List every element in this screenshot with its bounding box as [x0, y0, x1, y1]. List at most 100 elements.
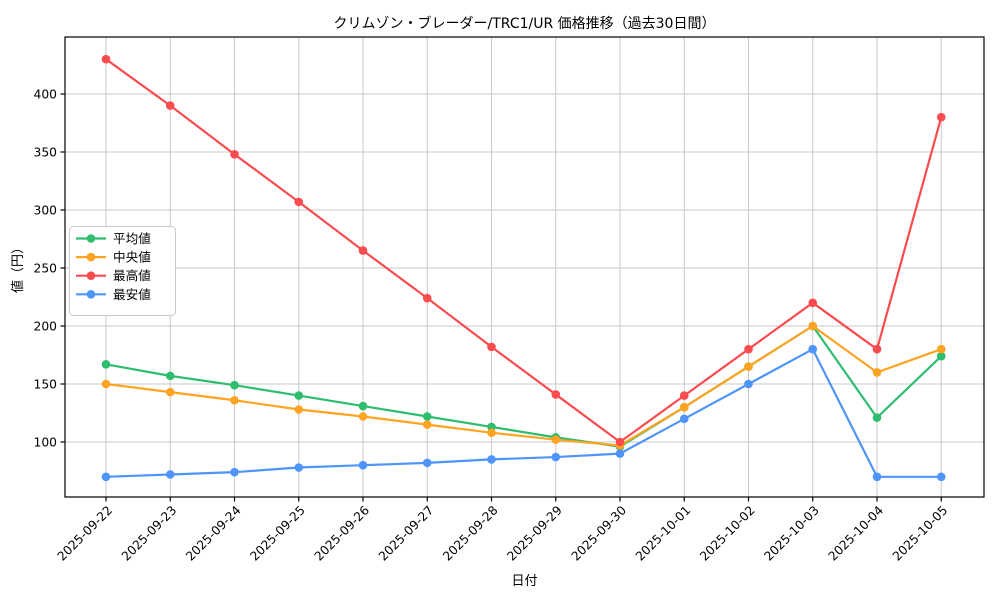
x-tick-label: 2025-09-27 — [376, 503, 436, 563]
data-point-median — [101, 379, 111, 389]
legend-item-min: 最安値 — [76, 287, 151, 302]
x-tick-labels: 2025-09-22 2025-09-23 2025-09-24 2025-09-25… — [55, 503, 951, 564]
data-point-average — [872, 413, 882, 422]
data-point-max — [487, 342, 496, 352]
data-point-max — [744, 344, 753, 354]
x-tick-label: 2025-09-26 — [312, 503, 373, 564]
data-point-average — [165, 371, 175, 381]
data-point-max — [551, 390, 561, 399]
data-point-median — [872, 368, 882, 377]
data-point-max — [872, 344, 882, 354]
data-point-min — [230, 467, 239, 477]
plot-border — [64, 36, 985, 498]
data-point-min — [487, 455, 496, 464]
x-tick-label: 2025-10-03 — [761, 503, 821, 563]
x-tick-label: 2025-10-05 — [890, 503, 950, 563]
legend-label-median: 中央値 — [113, 250, 151, 265]
data-point-median — [358, 412, 368, 421]
legend-marker-max — [86, 271, 96, 281]
series-max-line — [104, 58, 943, 444]
y-tick-label: 300 — [34, 204, 57, 218]
data-point-average — [101, 359, 111, 369]
data-point-min — [615, 449, 625, 458]
data-point-median — [230, 395, 239, 405]
legend-marker-median — [86, 252, 96, 262]
x-tick-label: 2025-09-25 — [247, 503, 307, 563]
x-axis-label: 日付 — [511, 574, 538, 589]
data-point-median — [165, 387, 175, 397]
data-point-median — [422, 420, 432, 429]
legend-label-min: 最安値 — [113, 287, 151, 302]
data-point-max — [422, 293, 432, 303]
y-axis-label: 値（円） — [11, 241, 26, 294]
data-point-average — [230, 380, 239, 390]
x-tick-label: 2025-10-02 — [697, 503, 757, 563]
data-point-min — [936, 472, 946, 482]
series-min-markers — [101, 344, 946, 482]
data-point-average — [358, 401, 368, 411]
legend-label-average: 平均値 — [113, 231, 151, 246]
data-point-median — [808, 321, 818, 331]
data-point-max — [615, 437, 625, 447]
x-tick-label: 2025-10-04 — [826, 503, 887, 564]
x-tick-label: 2025-09-29 — [504, 503, 564, 563]
data-point-average — [936, 351, 946, 361]
data-point-median — [487, 428, 496, 438]
series-max-markers — [101, 54, 946, 447]
x-tick-label: 2025-10-01 — [633, 503, 693, 563]
y-tick-label: 250 — [34, 262, 57, 276]
y-tick-labels: 100 150 200 250 300 350 400 — [34, 88, 57, 450]
data-point-max — [808, 298, 818, 308]
data-point-min — [422, 458, 432, 468]
data-point-min — [101, 472, 111, 482]
x-axis-ticks — [105, 497, 942, 502]
x-tick-label: 2025-09-28 — [440, 503, 500, 563]
grid-lines — [65, 37, 984, 497]
data-point-max — [679, 391, 689, 400]
legend-marker-min — [86, 290, 96, 299]
y-tick-label: 100 — [34, 436, 57, 450]
data-point-average — [294, 391, 304, 400]
series-median-markers — [101, 321, 946, 450]
x-tick-label: 2025-09-22 — [55, 503, 115, 563]
data-point-average — [422, 412, 432, 421]
chart-title: クリムゾン・ブレーダー/TRC1/UR 価格推移（過去30日間） — [333, 16, 716, 32]
data-point-median — [294, 405, 304, 414]
data-point-median — [936, 344, 946, 354]
data-point-median — [551, 435, 561, 444]
y-tick-label: 350 — [34, 146, 57, 160]
x-tick-label: 2025-09-24 — [183, 503, 244, 564]
data-point-min — [294, 463, 304, 472]
data-point-min — [358, 460, 368, 470]
x-tick-label: 2025-09-30 — [569, 503, 629, 563]
series-min-line — [104, 348, 943, 478]
data-point-max — [165, 101, 175, 110]
legend-item-max: 最高値 — [76, 268, 151, 283]
y-tick-label: 150 — [34, 378, 57, 392]
data-point-min — [165, 470, 175, 479]
x-tick-label: 2025-09-23 — [119, 503, 179, 563]
y-axis-ticks — [60, 93, 65, 443]
y-tick-label: 400 — [34, 88, 57, 102]
data-point-min — [679, 414, 689, 424]
legend-label-max: 最高値 — [113, 268, 151, 283]
data-point-min — [744, 379, 753, 389]
data-point-max — [936, 112, 946, 122]
data-point-min — [551, 452, 561, 462]
data-point-min — [872, 472, 882, 482]
data-point-median — [679, 402, 689, 412]
data-point-max — [230, 150, 239, 159]
series-median-line — [104, 324, 943, 447]
legend-marker-average — [86, 234, 96, 243]
data-point-median — [744, 362, 753, 371]
data-point-max — [101, 54, 111, 64]
legend-item-average: 平均値 — [76, 231, 151, 246]
data-point-max — [294, 197, 304, 207]
y-tick-label: 200 — [34, 320, 57, 334]
data-point-max — [358, 246, 368, 255]
legend-item-median: 中央値 — [76, 250, 151, 265]
data-point-min — [808, 344, 818, 354]
